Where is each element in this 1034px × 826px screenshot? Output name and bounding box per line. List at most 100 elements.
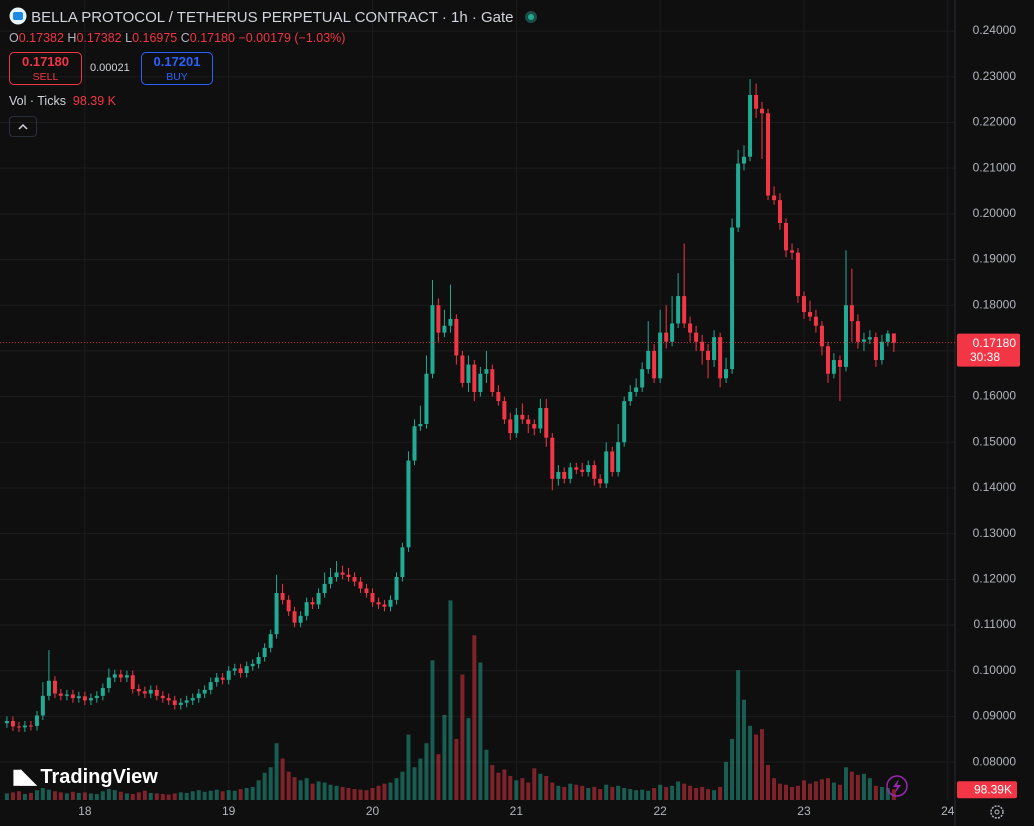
candle-body (58, 693, 63, 696)
volume-bar (831, 782, 836, 800)
candles (4, 79, 896, 732)
candle-body (891, 333, 896, 343)
y-tick-label: 0.19000 (973, 252, 1017, 266)
volume-bar (352, 789, 357, 800)
candle-body (16, 726, 21, 728)
volume-bar (382, 783, 387, 800)
volume-bar (502, 769, 507, 800)
volume-bar (891, 789, 896, 800)
candle-body (400, 547, 405, 578)
volume-bar (70, 791, 75, 800)
volume-bar (274, 743, 279, 800)
volume-bar (646, 790, 651, 800)
candle-body (574, 467, 579, 470)
candle-body (772, 195, 777, 201)
volume-bar (592, 786, 597, 800)
volume-bar (784, 784, 789, 800)
volume-bar (813, 781, 818, 800)
x-tick-label: 19 (222, 804, 236, 818)
countdown: 30:38 (970, 350, 1000, 364)
collapse-button[interactable] (9, 116, 37, 137)
volume-bar (598, 789, 603, 800)
volume-bar (286, 771, 291, 800)
candle-body (694, 332, 699, 342)
candle-body (406, 460, 411, 548)
candle-body (466, 364, 471, 383)
candle-body (442, 325, 447, 333)
volume-bar (454, 738, 459, 800)
volume-bar (466, 718, 471, 800)
candle-body (676, 296, 681, 324)
volume-bar (388, 782, 393, 800)
candle-body (40, 695, 45, 716)
volume-bar (861, 773, 866, 800)
volume-bar (190, 791, 195, 800)
volume-pane (4, 600, 896, 800)
candle-body (808, 312, 813, 317)
volume-bar (790, 786, 795, 800)
candle-body (472, 364, 477, 393)
candle-body (706, 350, 711, 361)
candle-body (160, 695, 165, 699)
volume-bar (508, 776, 513, 800)
volume-bar (634, 790, 639, 800)
buy-label: BUY (166, 71, 188, 83)
candle-body (88, 698, 93, 701)
volume-bar (340, 786, 345, 800)
candle-body (436, 305, 441, 333)
candle-body (70, 694, 75, 699)
sell-button[interactable]: 0.17180 SELL (9, 52, 82, 85)
candle-body (28, 725, 33, 727)
candle-body (628, 392, 633, 402)
settings-button[interactable] (990, 805, 1004, 819)
volume-bar (766, 765, 771, 800)
volume-bar (106, 789, 111, 800)
candle-body (784, 222, 789, 251)
volume-bar (292, 777, 297, 800)
candle-body (148, 689, 153, 694)
volume-bar (682, 783, 687, 800)
volume-bar (436, 754, 441, 800)
candle-body (490, 369, 495, 393)
settings-center (994, 809, 1000, 815)
volume-bar (448, 600, 453, 800)
candle-body (867, 337, 872, 340)
volume-bar (730, 738, 735, 800)
volume-bar (52, 791, 57, 800)
volume-bar (586, 788, 591, 800)
volume-bar (166, 794, 171, 800)
volume-bar (664, 786, 669, 800)
volume-bar (172, 793, 177, 800)
volume-bar (490, 765, 495, 800)
candle-body (622, 401, 627, 443)
y-tick-label: 0.10000 (973, 663, 1017, 677)
candle-body (759, 108, 764, 114)
ohlc-value: 0.17382 (76, 31, 122, 45)
volume-bar (280, 758, 285, 800)
brand-logo: ▮◣ TradingView (12, 764, 158, 789)
ohlc-value: 0.17180 (189, 31, 235, 45)
volume-bar (202, 791, 207, 800)
volume-bar (400, 771, 405, 800)
candle-body (700, 341, 705, 351)
lightning-button[interactable] (886, 775, 908, 797)
candle-body (184, 700, 189, 703)
x-tick-label: 24 (941, 804, 955, 818)
volume-bar (801, 780, 806, 800)
volume-bar (136, 792, 141, 800)
price-axis-bg (955, 0, 1034, 826)
candle-body (754, 95, 759, 109)
candle-body (616, 442, 621, 472)
volume-bar (562, 786, 567, 800)
candle-body (424, 373, 429, 424)
volume-bar (34, 790, 39, 800)
volume-bar (358, 789, 363, 800)
volume-bar (759, 729, 764, 800)
volume-bar (748, 725, 753, 800)
buy-button[interactable]: 0.17201 BUY (141, 52, 213, 85)
brand-mark: ▮◣ (12, 766, 36, 788)
candle-body (777, 200, 782, 223)
candle-body (250, 663, 255, 667)
